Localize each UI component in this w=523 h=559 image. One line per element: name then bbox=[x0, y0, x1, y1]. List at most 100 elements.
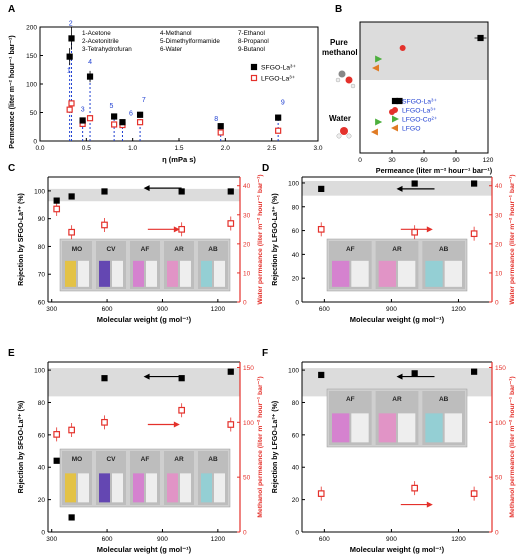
solvent-number-2: 2 bbox=[69, 20, 73, 27]
vial-label-ar: AR bbox=[174, 456, 184, 463]
legend-label-b: LFGO-La³⁺ bbox=[402, 108, 437, 115]
x-axis-title-a: η (mPa s) bbox=[162, 155, 196, 164]
legend-label-b: LFGO bbox=[402, 126, 421, 133]
y-tick-label-d: 80 bbox=[292, 204, 300, 211]
permeance-point bbox=[470, 230, 478, 238]
arrowhead-rejection-f bbox=[396, 373, 403, 380]
rejection-point bbox=[471, 368, 478, 375]
vial-label-af: AF bbox=[346, 246, 355, 253]
lfgo-la-point bbox=[86, 115, 94, 122]
rejection-point bbox=[53, 457, 60, 464]
vial-permeate bbox=[214, 260, 225, 287]
vial-feed bbox=[167, 473, 178, 503]
y-tick-label-c: 70 bbox=[38, 272, 46, 279]
lfgo-la-point bbox=[66, 106, 73, 113]
y-tick-label-a: 0 bbox=[33, 139, 37, 146]
rejection-point bbox=[101, 375, 108, 382]
vial-label-ab: AB bbox=[439, 246, 449, 253]
sfgo-la-point bbox=[111, 113, 118, 120]
rejection-point bbox=[68, 514, 75, 521]
y2-axis-title-d: Water permeance (liter m⁻² hour⁻¹ bar⁻¹) bbox=[509, 174, 516, 304]
panel-letter-f: F bbox=[262, 348, 268, 359]
vial-feed bbox=[425, 260, 443, 287]
molecule-methanol-oxygen bbox=[345, 76, 353, 84]
x-tick-label-a: 1.5 bbox=[174, 145, 183, 152]
solvent-number-1: 1 bbox=[67, 68, 71, 75]
solvent-number-5: 5 bbox=[110, 103, 114, 110]
y2-tick-label-e: 150 bbox=[243, 365, 254, 372]
permeance-point bbox=[101, 418, 108, 426]
molecule-water-h bbox=[346, 133, 352, 139]
permeance-point bbox=[68, 228, 75, 236]
y-tick-label-f: 40 bbox=[292, 465, 300, 472]
vial-label-ar: AR bbox=[392, 396, 402, 403]
y-tick-label-f: 100 bbox=[288, 368, 299, 375]
rejection-point bbox=[318, 371, 325, 379]
x-tick-label-d: 600 bbox=[319, 306, 330, 313]
legend-label-b: SFGO-La³⁺ bbox=[402, 99, 437, 106]
y-tick-label-d: 100 bbox=[288, 180, 299, 187]
vial-label-mo: MO bbox=[72, 456, 82, 463]
x-tick-label-d: 1200 bbox=[451, 306, 466, 313]
legend-marker-sfgo bbox=[250, 63, 258, 71]
x-tick-label-b: 90 bbox=[452, 157, 460, 164]
y-tick-label-c: 100 bbox=[34, 188, 45, 195]
x-axis-title-e: Molecular weight (g mol⁻¹) bbox=[97, 545, 192, 554]
permeance-point bbox=[227, 421, 235, 428]
permeance-point bbox=[178, 406, 186, 414]
y2-tick-label-d: 40 bbox=[495, 183, 503, 190]
x-tick-label-a: 3.0 bbox=[313, 145, 322, 152]
sfgo-la-point bbox=[217, 123, 224, 130]
vial-permeate bbox=[351, 260, 369, 287]
lfgo-la-point bbox=[136, 119, 144, 126]
group-label-pure-methanol-1: Pure bbox=[330, 38, 348, 47]
y-axis-title-a: Permeance (liter m⁻² hour⁻¹ bar⁻¹) bbox=[9, 35, 16, 148]
x-tick-label-f: 900 bbox=[386, 536, 397, 543]
y-tick-label-e: 20 bbox=[38, 497, 46, 504]
legend-label-lfgo: LFGO-La³⁺ bbox=[261, 76, 296, 83]
vial-permeate bbox=[180, 473, 191, 503]
x-tick-label-e: 300 bbox=[46, 536, 57, 543]
x-tick-label-c: 900 bbox=[157, 306, 168, 313]
sfgo-la-point bbox=[119, 119, 126, 126]
vial-permeate bbox=[112, 473, 123, 503]
y-axis-title-e: Rejection by SFGO-La³⁺ (%) bbox=[18, 401, 25, 494]
solvent-number-6: 6 bbox=[129, 110, 133, 117]
y2-tick-label-d: 10 bbox=[495, 270, 503, 277]
solvent-key-item: 8-Propanol bbox=[238, 38, 269, 45]
x-tick-label-c: 300 bbox=[46, 306, 57, 313]
y-tick-label-a: 50 bbox=[30, 110, 38, 117]
panel-letter-c: C bbox=[8, 163, 15, 174]
y2-tick-label-f: 0 bbox=[495, 530, 499, 537]
solvent-key-item: 5-Dimethylformamide bbox=[160, 38, 220, 45]
permeance-point bbox=[317, 490, 325, 497]
x-tick-label-b: 30 bbox=[388, 157, 396, 164]
vial-label-ar: AR bbox=[392, 246, 402, 253]
vial-permeate bbox=[398, 260, 416, 287]
y2-tick-label-c: 20 bbox=[243, 241, 251, 248]
y2-tick-label-c: 40 bbox=[243, 183, 251, 190]
vial-permeate bbox=[180, 260, 191, 287]
molecule-methanol-h bbox=[350, 83, 356, 89]
x-tick-label-b: 120 bbox=[483, 157, 494, 164]
panel-letter-a: A bbox=[8, 4, 15, 15]
y2-axis-title-f: Methanol permeance (liter m⁻² hour⁻¹ bar… bbox=[509, 376, 516, 517]
y2-tick-label-d: 30 bbox=[495, 212, 503, 219]
x-tick-label-d: 900 bbox=[386, 306, 397, 313]
x-tick-label-e: 600 bbox=[102, 536, 113, 543]
legend-marker-b bbox=[392, 115, 399, 123]
y2-tick-label-c: 30 bbox=[243, 212, 251, 219]
rejection-point bbox=[178, 375, 185, 382]
y-tick-label-e: 0 bbox=[41, 530, 45, 537]
y-tick-label-c: 90 bbox=[38, 216, 46, 223]
x-tick-label-b: 60 bbox=[420, 157, 428, 164]
gray-band-methanol bbox=[360, 22, 488, 80]
x-tick-label-a: 2.0 bbox=[221, 145, 230, 152]
molecule-methanol-h bbox=[335, 77, 341, 83]
rejection-point bbox=[227, 368, 234, 375]
group-label-water: Water bbox=[329, 114, 351, 123]
legend-label-sfgo: SFGO-La³⁺ bbox=[261, 65, 296, 72]
vial-label-ab: AB bbox=[208, 456, 218, 463]
panel-letter-b: B bbox=[335, 4, 342, 15]
x-tick-label-f: 600 bbox=[319, 536, 330, 543]
